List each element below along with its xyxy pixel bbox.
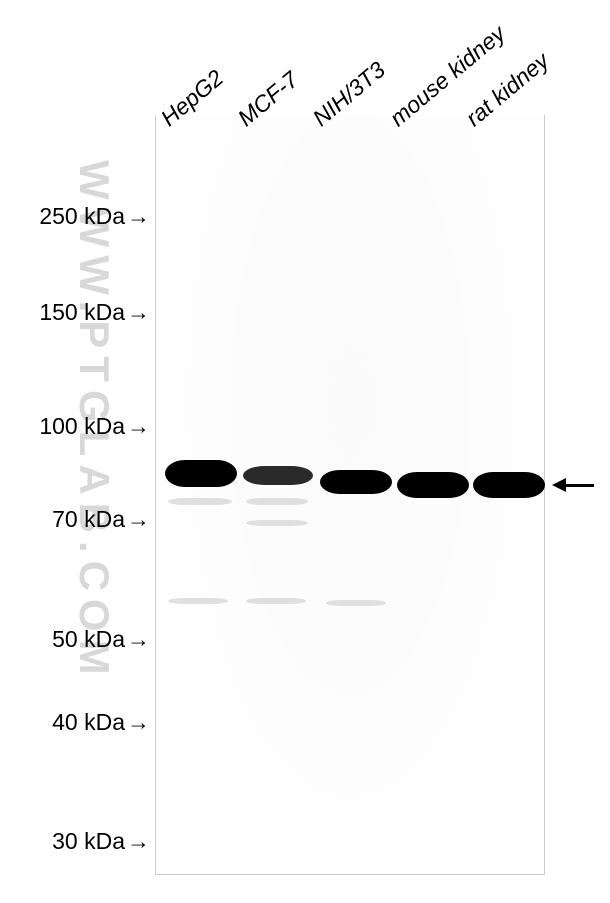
marker-text: 50 kDa bbox=[52, 626, 125, 652]
blot-band-faint bbox=[168, 498, 232, 505]
arrow-head-icon bbox=[552, 478, 566, 492]
marker-label: 100 kDa→ bbox=[0, 413, 150, 440]
arrow-right-icon: → bbox=[127, 709, 150, 736]
arrow-right-icon: → bbox=[127, 828, 150, 855]
arrow-right-icon: → bbox=[127, 299, 150, 326]
marker-text: 250 kDa bbox=[39, 203, 125, 229]
blot-band bbox=[397, 472, 469, 498]
arrow-right-icon: → bbox=[127, 203, 150, 230]
arrow-right-icon: → bbox=[127, 413, 150, 440]
marker-label: 150 kDa→ bbox=[0, 299, 150, 326]
target-band-arrow bbox=[552, 478, 594, 492]
marker-text: 100 kDa bbox=[39, 413, 125, 439]
arrow-line bbox=[566, 484, 594, 487]
marker-label: 70 kDa→ bbox=[0, 506, 150, 533]
marker-text: 30 kDa bbox=[52, 828, 125, 854]
blot-band-faint bbox=[246, 520, 308, 526]
blot-band bbox=[243, 466, 313, 485]
arrow-right-icon: → bbox=[127, 626, 150, 653]
blot-band-faint bbox=[168, 598, 228, 604]
blot-band bbox=[165, 460, 237, 487]
blot-band bbox=[473, 472, 545, 498]
blot-band bbox=[320, 470, 392, 494]
blot-band-faint bbox=[326, 600, 386, 606]
marker-label: 250 kDa→ bbox=[0, 203, 150, 230]
marker-text: 40 kDa bbox=[52, 709, 125, 735]
western-blot-figure: WWW.PTGLAB.COM HepG2MCF-7NIH/3T3mouse ki… bbox=[0, 0, 610, 903]
marker-text: 150 kDa bbox=[39, 299, 125, 325]
marker-label: 50 kDa→ bbox=[0, 626, 150, 653]
blot-band-faint bbox=[246, 498, 308, 505]
marker-text: 70 kDa bbox=[52, 506, 125, 532]
blot-band-faint bbox=[246, 598, 306, 604]
arrow-right-icon: → bbox=[127, 506, 150, 533]
marker-label: 30 kDa→ bbox=[0, 828, 150, 855]
marker-label: 40 kDa→ bbox=[0, 709, 150, 736]
